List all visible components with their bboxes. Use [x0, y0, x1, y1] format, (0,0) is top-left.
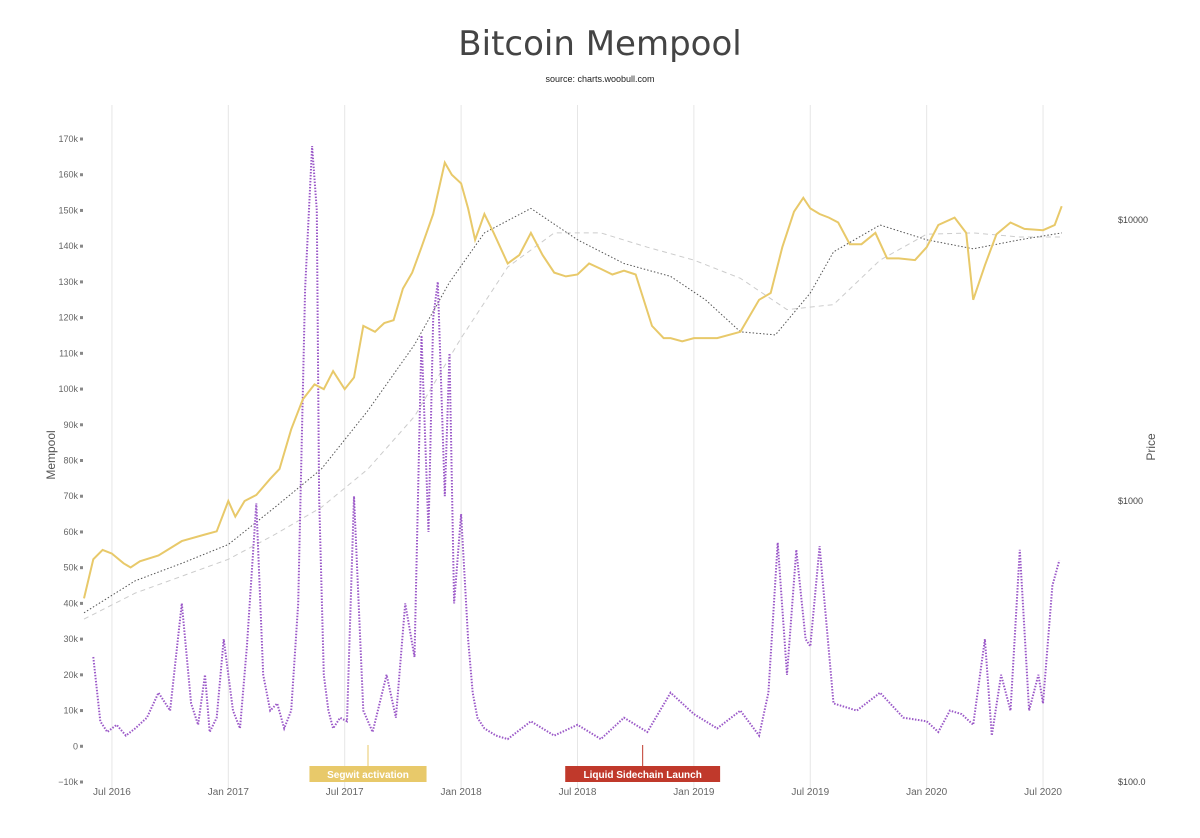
tick-mark	[80, 744, 83, 748]
left-y-tick-label: 50k	[63, 563, 78, 573]
x-tick-label: Jul 2016	[93, 787, 131, 798]
tick-mark	[80, 137, 83, 141]
left-y-tick-label: 80k	[63, 456, 78, 466]
series-line-ma-dashed	[83, 232, 1062, 620]
tick-mark	[80, 709, 83, 713]
left-y-tick-label: 120k	[58, 313, 78, 323]
x-tick-label: Jul 2017	[326, 787, 364, 798]
tick-mark	[80, 316, 83, 320]
left-y-tick-label: 70k	[63, 491, 78, 501]
left-y-tick-label: 160k	[58, 170, 78, 180]
left-y-tick-label: 60k	[63, 527, 78, 537]
tick-mark	[80, 673, 83, 677]
tick-mark	[80, 173, 83, 177]
left-y-tick-label: 130k	[58, 277, 78, 287]
x-tick-label: Jan 2017	[208, 787, 250, 798]
left-y-tick-label: 30k	[63, 634, 78, 644]
tick-mark	[80, 601, 83, 605]
x-tick-label: Jul 2018	[559, 787, 597, 798]
left-y-tick-label: 10k	[63, 706, 78, 716]
left-y-tick-label: 90k	[63, 420, 78, 430]
tick-mark	[80, 423, 83, 427]
left-y-tick-label: 40k	[63, 598, 78, 608]
tick-mark	[80, 351, 83, 355]
left-y-tick-label: 140k	[58, 241, 78, 251]
x-axis-ticks: Jul 2016 Jan 2017 Jul 2017 Jan 2018 Jul 2018…	[93, 787, 1062, 798]
left-y-tick-label: 170k	[58, 134, 78, 144]
tick-mark	[80, 387, 83, 391]
left-y-tick-label: 150k	[58, 205, 78, 215]
tick-mark	[80, 280, 83, 284]
tick-mark	[80, 530, 83, 534]
left-y-tick-label: 110k	[59, 348, 78, 358]
right-axis-ticks: $100.0 $1000 $10000	[1118, 215, 1148, 787]
chart-subtitle: source: charts.woobull.com	[545, 74, 655, 84]
left-axis-label: Mempool	[44, 430, 58, 479]
tick-mark	[80, 494, 83, 498]
tick-mark	[80, 637, 83, 641]
left-y-tick-label: 100k	[58, 384, 78, 394]
tick-mark	[80, 208, 83, 212]
vertical-gridlines	[111, 105, 1044, 790]
x-tick-label: Jan 2020	[906, 787, 948, 798]
series-line-price	[83, 159, 1063, 599]
left-axis-ticks: −10k 0 10k 20k 30k 40k 50k 60k 70k 80k 90k 100k 110k…	[58, 134, 83, 787]
left-y-tick-label: 0	[73, 741, 78, 751]
x-tick-label: Jul 2019	[791, 787, 829, 798]
x-tick-label: Jan 2019	[673, 787, 715, 798]
chart-title: Bitcoin Mempool	[458, 24, 742, 64]
tick-mark	[80, 244, 83, 248]
right-y-tick-label: $100.0	[1118, 777, 1146, 787]
annotation-label: Liquid Sidechain Launch	[583, 770, 701, 781]
event-annotations: Segwit activation Liquid Sidechain Launch	[309, 745, 721, 782]
annotation-box	[309, 766, 427, 782]
annotation-label: Segwit activation	[327, 770, 409, 781]
tick-mark	[80, 459, 83, 462]
left-y-tick-label: −10k	[58, 777, 78, 787]
left-y-tick-label: 20k	[63, 670, 78, 680]
series-lines	[83, 146, 1063, 741]
x-tick-label: Jan 2018	[441, 787, 483, 798]
tick-mark	[80, 566, 83, 570]
series-line-ma-dotted	[83, 207, 1062, 614]
right-y-tick-label: $10000	[1118, 215, 1148, 225]
tick-mark	[80, 780, 83, 784]
right-axis-label: Price	[1144, 433, 1158, 461]
annotation-box	[565, 766, 721, 782]
right-y-tick-label: $1000	[1118, 496, 1143, 506]
x-tick-label: Jul 2020	[1024, 787, 1062, 798]
series-line-mempool	[92, 146, 1061, 741]
